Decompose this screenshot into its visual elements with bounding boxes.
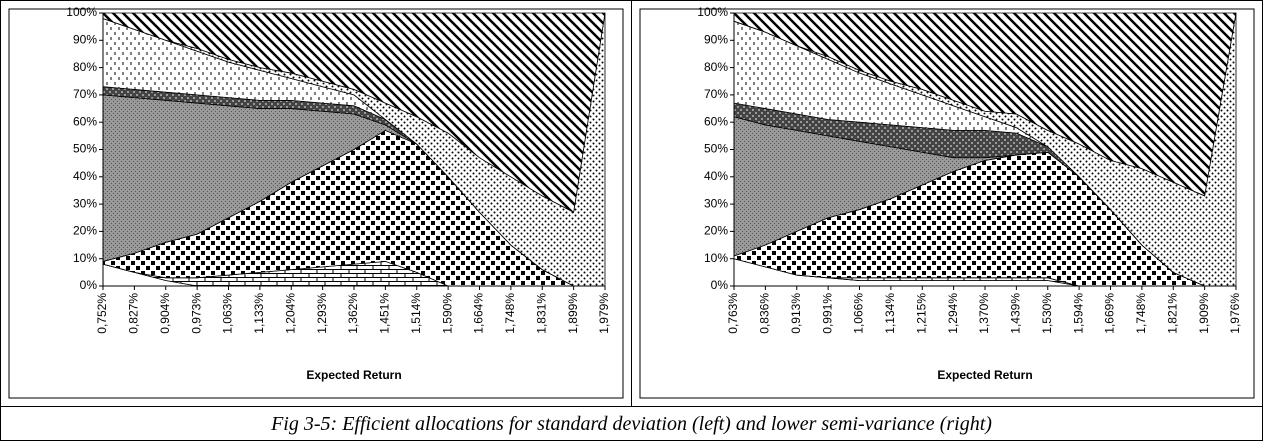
y-tick-label: 80% [704, 60, 728, 74]
y-tick-label: 10% [73, 251, 97, 265]
y-tick-label: 50% [73, 142, 97, 156]
x-tick-label: 1,530% [1040, 293, 1054, 334]
divider [631, 1, 632, 406]
x-tick-label: 1,979% [597, 293, 611, 334]
y-tick-label: 30% [704, 196, 728, 210]
x-tick-label: 0,904% [158, 293, 172, 334]
area-series [733, 12, 1237, 197]
x-tick-label: 0,827% [127, 293, 141, 334]
caption: Fig 3-5: Efficient allocations for stand… [1, 406, 1262, 440]
x-tick-label: 0,913% [789, 293, 803, 334]
x-tick-label: 1,451% [378, 293, 392, 334]
y-tick-label: 0% [80, 278, 98, 292]
x-tick-label: 1,831% [534, 293, 548, 334]
y-tick-label: 30% [73, 196, 97, 210]
x-tick-label: 1,669% [1103, 293, 1117, 334]
x-tick-label: 1,594% [1071, 293, 1085, 334]
y-tick-label: 60% [73, 114, 97, 128]
x-tick-label: 1,066% [852, 293, 866, 334]
x-tick-label: 1,063% [221, 293, 235, 334]
y-tick-label: 70% [73, 87, 97, 101]
y-tick-label: 80% [73, 60, 97, 74]
x-tick-label: 1,590% [440, 293, 454, 334]
x-tick-label: 0,991% [820, 293, 834, 334]
x-tick-label: 0,973% [189, 293, 203, 334]
chart: Expected Return 0% 10% 20% 30% 40% 50% 60% 70% 8… [639, 5, 1255, 399]
x-tick-label: 1,293% [315, 293, 329, 334]
x-tick-label: 1,899% [566, 293, 580, 334]
y-tick-label: 40% [704, 169, 728, 183]
y-tick-label: 60% [704, 114, 728, 128]
x-tick-label: 1,215% [914, 293, 928, 334]
x-tick-label: 1,976% [1228, 293, 1242, 334]
x-tick-label: 1,439% [1009, 293, 1023, 334]
y-tick-label: 10% [704, 251, 728, 265]
y-tick-label: 40% [73, 169, 97, 183]
y-tick-label: 90% [73, 32, 97, 46]
x-axis-label: Expected Return [306, 368, 401, 382]
x-tick-label: 0,752% [95, 293, 109, 334]
y-tick-label: 20% [704, 224, 728, 238]
x-tick-label: 1,664% [472, 293, 486, 334]
y-tick-label: 50% [704, 142, 728, 156]
x-tick-label: 1,370% [977, 293, 991, 334]
x-tick-label: 1,204% [283, 293, 297, 334]
x-tick-label: 1,514% [409, 293, 423, 334]
y-tick-label: 100% [697, 5, 728, 19]
x-tick-label: 0,763% [726, 293, 740, 334]
y-tick-label: 100% [66, 5, 97, 19]
x-axis-label: Expected Return [937, 368, 1032, 382]
y-tick-label: 70% [704, 87, 728, 101]
y-tick-label: 90% [704, 32, 728, 46]
x-tick-label: 1,133% [252, 293, 266, 334]
x-tick-label: 1,748% [503, 293, 517, 334]
area-series [102, 12, 606, 213]
x-tick-label: 1,362% [346, 293, 360, 334]
y-tick-label: 20% [73, 224, 97, 238]
x-tick-label: 1,821% [1165, 293, 1179, 334]
x-tick-label: 0,836% [758, 293, 772, 334]
x-tick-label: 1,134% [883, 293, 897, 334]
x-tick-label: 1,909% [1197, 293, 1211, 334]
x-tick-label: 1,748% [1134, 293, 1148, 334]
x-tick-label: 1,294% [946, 293, 960, 334]
chart: Expected Return 0% 10% 20% 30% 40% 50% 60% 70% 8… [8, 5, 624, 399]
y-tick-label: 0% [711, 278, 729, 292]
